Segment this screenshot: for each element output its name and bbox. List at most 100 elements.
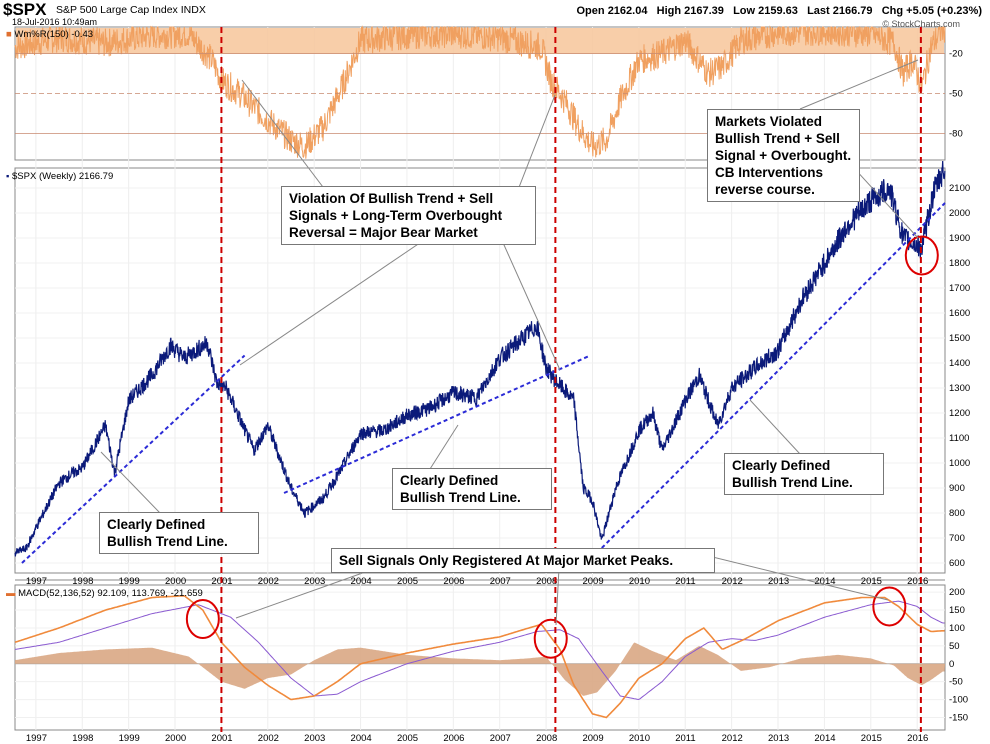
x-tick-label: 2015 bbox=[861, 576, 882, 587]
x-tick-label: 2016 bbox=[907, 733, 928, 744]
x-tick-label: 2008 bbox=[536, 733, 557, 744]
macd-line bbox=[14, 594, 945, 719]
price-y-tick: 700 bbox=[949, 533, 965, 544]
callout-trend-line-1: Clearly Defined Bullish Trend Line. bbox=[99, 512, 259, 554]
price-panel-frame bbox=[14, 167, 946, 574]
x-tick-label: 2002 bbox=[258, 733, 279, 744]
price-y-tick: 2100 bbox=[949, 183, 970, 194]
x-tick-label: 2010 bbox=[629, 576, 650, 587]
bullish-trend-line bbox=[601, 202, 946, 549]
price-y-tick: 1800 bbox=[949, 258, 970, 269]
x-tick-label: 2014 bbox=[814, 576, 835, 587]
price-y-tick: 800 bbox=[949, 508, 965, 519]
highlight-circle bbox=[185, 599, 220, 640]
wr-y-tick: -50 bbox=[949, 89, 963, 100]
x-tick-label: 2004 bbox=[351, 733, 372, 744]
x-tick-label: 1997 bbox=[26, 576, 47, 587]
datetime-label: 18-Jul-2016 10:49am bbox=[12, 17, 98, 27]
callout-sell-signals: Sell Signals Only Registered At Major Ma… bbox=[331, 548, 715, 573]
macd-y-tick: 150 bbox=[949, 605, 965, 616]
price-y-tick: 1100 bbox=[949, 433, 969, 444]
highlight-circle bbox=[904, 235, 939, 276]
x-tick-label: 2014 bbox=[814, 733, 835, 744]
callout-pointer bbox=[239, 235, 431, 366]
x-tick-label: 2006 bbox=[443, 733, 464, 744]
x-tick-label: 2006 bbox=[443, 576, 464, 587]
x-tick-label: 2011 bbox=[675, 576, 695, 587]
x-tick-label: 2008 bbox=[536, 576, 557, 587]
wr-y-tick: -20 bbox=[949, 49, 963, 60]
index-name: S&P 500 Large Cap Index INDX bbox=[56, 4, 206, 16]
price-y-tick: 1400 bbox=[949, 358, 970, 369]
macd-y-tick: -100 bbox=[949, 695, 968, 706]
price-y-tick: 1600 bbox=[949, 308, 970, 319]
highlight-circle bbox=[872, 586, 907, 627]
macd-y-tick: 200 bbox=[949, 587, 965, 598]
price-y-tick: 1900 bbox=[949, 233, 970, 244]
price-y-tick: 600 bbox=[949, 558, 965, 569]
x-tick-label: 2003 bbox=[304, 576, 325, 587]
x-tick-label: 2007 bbox=[490, 576, 511, 587]
price-y-tick: 1500 bbox=[949, 333, 970, 344]
callout-pointer bbox=[799, 59, 919, 110]
x-tick-label: 1999 bbox=[119, 733, 140, 744]
x-tick-label: 1997 bbox=[26, 733, 47, 744]
x-tick-label: 2013 bbox=[768, 733, 789, 744]
x-tick-label: 2000 bbox=[165, 576, 186, 587]
price-y-tick: 1200 bbox=[949, 408, 970, 419]
x-tick-label: 2015 bbox=[861, 733, 882, 744]
macd-y-tick: 100 bbox=[949, 623, 965, 634]
macd-histogram bbox=[15, 642, 945, 696]
callout-pointer bbox=[499, 235, 561, 371]
callout-markets-violated: Markets Violated Bullish Trend + Sell Si… bbox=[707, 109, 860, 202]
wr-panel-title: ■ Wm%R(150) -0.43 bbox=[6, 29, 94, 40]
callout-pointer bbox=[429, 424, 459, 470]
x-tick-label: 2013 bbox=[768, 576, 789, 587]
quote-bar: Open 2162.04 High 2167.39 Low 2159.63 La… bbox=[576, 5, 983, 17]
price-y-tick: 1300 bbox=[949, 383, 970, 394]
price-panel-title: ▪ $SPX (Weekly) 2166.79 bbox=[6, 171, 114, 182]
macd-y-tick: 50 bbox=[949, 641, 960, 652]
macd-y-tick: -150 bbox=[949, 712, 968, 723]
x-tick-label: 2001 bbox=[211, 733, 232, 744]
x-tick-label: 2009 bbox=[582, 733, 603, 744]
macd-y-tick: -50 bbox=[949, 677, 963, 688]
callout-pointer bbox=[100, 451, 161, 514]
spx-price-line bbox=[14, 160, 946, 557]
symbol-label: $SPX bbox=[3, 0, 47, 19]
price-y-tick: 900 bbox=[949, 483, 965, 494]
macd-panel-title: ▬ MACD(52,136,52) 92.109, 113.769, -21.6… bbox=[6, 588, 203, 599]
x-tick-label: 1999 bbox=[119, 576, 140, 587]
macd-signal-line bbox=[14, 600, 945, 701]
x-tick-label: 2000 bbox=[165, 733, 186, 744]
x-tick-label: 2002 bbox=[258, 576, 279, 587]
macd-y-tick: 0 bbox=[949, 659, 954, 670]
x-tick-label: 2004 bbox=[351, 576, 372, 587]
x-tick-label: 2005 bbox=[397, 733, 418, 744]
x-tick-label: 1998 bbox=[72, 733, 93, 744]
highlight-circle bbox=[533, 618, 568, 659]
callout-trend-line-2: Clearly Defined Bullish Trend Line. bbox=[392, 468, 552, 510]
callout-pointer bbox=[749, 399, 801, 455]
callout-trend-line-3: Clearly Defined Bullish Trend Line. bbox=[724, 453, 884, 495]
x-tick-label: 2010 bbox=[629, 733, 650, 744]
x-tick-label: 2005 bbox=[397, 576, 418, 587]
wr-y-tick: -80 bbox=[949, 128, 963, 139]
price-y-tick: 2000 bbox=[949, 208, 970, 219]
x-tick-label: 2012 bbox=[722, 576, 743, 587]
callout-major-bear-market: Violation Of Bullish Trend + Sell Signal… bbox=[281, 186, 536, 245]
x-tick-label: 1998 bbox=[72, 576, 93, 587]
x-tick-label: 2003 bbox=[304, 733, 325, 744]
price-y-tick: 1000 bbox=[949, 458, 970, 469]
x-tick-label: 2011 bbox=[675, 733, 695, 744]
x-tick-label: 2007 bbox=[490, 733, 511, 744]
wr-series-line bbox=[14, 25, 946, 159]
watermark: © StockCharts.com bbox=[882, 19, 960, 29]
x-tick-label: 2012 bbox=[722, 733, 743, 744]
bullish-trend-line bbox=[21, 354, 246, 564]
x-tick-label: 2009 bbox=[582, 576, 603, 587]
x-tick-label: 2016 bbox=[907, 576, 928, 587]
price-y-tick: 1700 bbox=[949, 283, 970, 294]
macd-panel-frame bbox=[14, 584, 946, 731]
